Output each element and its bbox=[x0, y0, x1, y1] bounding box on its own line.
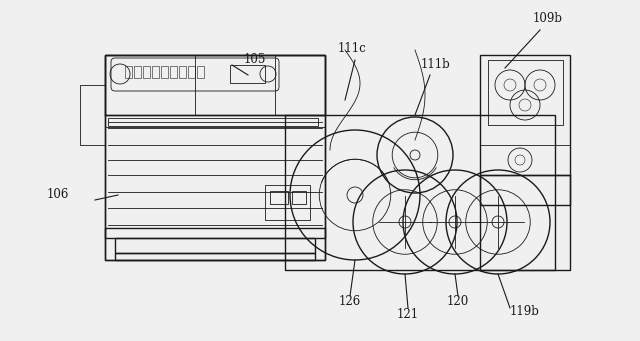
Bar bbox=[108, 118, 318, 126]
Text: 111c: 111c bbox=[338, 42, 366, 55]
Bar bbox=[115, 238, 315, 253]
Text: 105: 105 bbox=[244, 53, 266, 66]
Text: 109b: 109b bbox=[533, 12, 563, 25]
Bar bbox=[480, 175, 570, 270]
Text: 106: 106 bbox=[47, 188, 69, 201]
Bar bbox=[143, 66, 150, 78]
Bar bbox=[152, 66, 159, 78]
Bar bbox=[125, 66, 132, 78]
Bar bbox=[285, 115, 555, 270]
Bar bbox=[292, 191, 306, 204]
Bar bbox=[105, 228, 325, 238]
Bar bbox=[105, 55, 325, 260]
Text: 111b: 111b bbox=[420, 58, 450, 71]
Text: 126: 126 bbox=[339, 295, 361, 308]
Bar bbox=[188, 66, 195, 78]
Text: 120: 120 bbox=[447, 295, 469, 308]
Bar bbox=[480, 145, 570, 175]
Bar bbox=[80, 85, 105, 145]
Bar bbox=[170, 66, 177, 78]
Bar bbox=[265, 185, 310, 220]
Bar bbox=[105, 115, 325, 127]
Bar bbox=[134, 66, 141, 78]
Bar bbox=[161, 66, 168, 78]
Bar bbox=[105, 55, 325, 115]
Bar bbox=[179, 66, 186, 78]
Bar bbox=[270, 191, 288, 204]
Bar bbox=[197, 66, 204, 78]
Text: 119b: 119b bbox=[510, 305, 540, 318]
Bar bbox=[115, 253, 315, 260]
Bar bbox=[230, 65, 265, 83]
Text: 121: 121 bbox=[397, 308, 419, 321]
Bar bbox=[480, 55, 570, 205]
Bar bbox=[105, 55, 325, 260]
Bar bbox=[488, 60, 563, 125]
